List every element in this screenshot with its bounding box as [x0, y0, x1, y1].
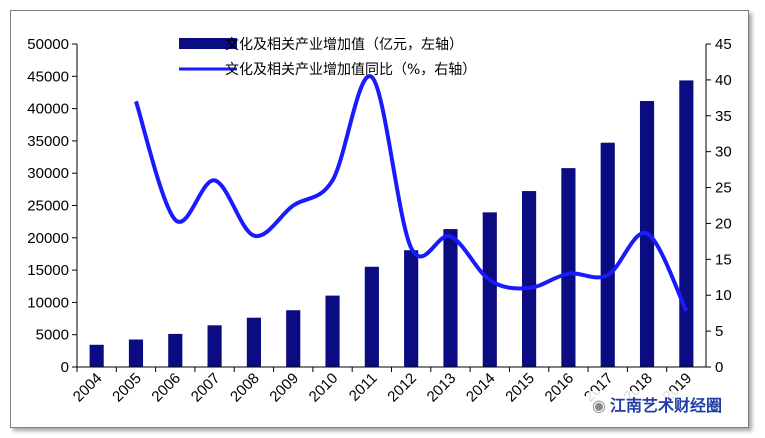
bar [286, 310, 301, 367]
x-tick-label: 2009 [266, 370, 302, 406]
x-tick-label: 2008 [227, 370, 263, 406]
bar [482, 212, 497, 367]
x-tick-label: 2005 [109, 370, 145, 406]
bar [522, 191, 537, 367]
left-tick-label: 10000 [27, 294, 69, 311]
left-tick-label: 40000 [27, 101, 69, 118]
watermark-text: 江南艺术财经圈 [609, 396, 722, 415]
chart-frame: 0 5000 10000 15000 20000 25000 30000 35000 40000… [10, 10, 749, 428]
x-tick-label: 2014 [463, 370, 499, 406]
legend-bar-label: 文化及相关产业增加值（亿元，左轴） [225, 37, 463, 53]
right-tick-label: 10 [715, 287, 732, 304]
bar [325, 295, 340, 367]
x-tick-label: 2013 [424, 370, 460, 406]
bar [561, 168, 576, 367]
left-tick-label: 20000 [27, 230, 69, 247]
left-tick-label: 15000 [27, 262, 69, 279]
x-tick-label: 2015 [502, 370, 538, 406]
legend: 文化及相关产业增加值（亿元，左轴） 文化及相关产业增加值同比（%，右轴） [179, 37, 476, 78]
wechat-icon: ◉ [592, 396, 606, 415]
bar [404, 250, 419, 367]
right-tick-label: 40 [715, 72, 732, 89]
bar [207, 325, 222, 367]
bar [443, 229, 458, 367]
left-tick-label: 25000 [27, 198, 69, 215]
x-tick-label: 2006 [148, 370, 184, 406]
left-tick-label: 35000 [27, 133, 69, 150]
left-tick-label: 0 [61, 359, 69, 376]
legend-bar-swatch [179, 38, 237, 49]
x-tick-label: 2004 [70, 370, 106, 406]
bar [679, 80, 694, 368]
x-tick-label: 2016 [542, 370, 578, 406]
right-tick-label: 5 [715, 323, 723, 340]
x-tick-label: 2010 [306, 370, 342, 406]
right-tick-label: 45 [715, 36, 732, 53]
bar [168, 333, 183, 367]
bar [89, 344, 104, 367]
right-tick-label: 15 [715, 251, 732, 268]
bar [246, 317, 261, 367]
line-series [134, 74, 689, 312]
bar-series [89, 80, 694, 368]
left-tick-label: 5000 [36, 327, 69, 344]
right-tick-label: 0 [715, 359, 723, 376]
left-tick-label: 50000 [27, 36, 69, 53]
left-tick-label: 30000 [27, 165, 69, 182]
x-tick-label: 2007 [188, 370, 224, 406]
right-tick-label: 20 [715, 215, 732, 232]
chart-svg: 0 5000 10000 15000 20000 25000 30000 35000 40000… [27, 36, 732, 406]
x-tick-label: 2011 [346, 370, 381, 405]
bar [128, 339, 144, 367]
bar [600, 142, 615, 367]
legend-line-label: 文化及相关产业增加值同比（%，右轴） [225, 62, 476, 78]
watermark: ◉ 江南艺术财经圈 [588, 391, 726, 417]
right-tick-label: 35 [715, 108, 732, 125]
x-tick-label: 2012 [384, 370, 420, 406]
bar [364, 266, 379, 367]
right-tick-label: 30 [715, 144, 732, 161]
right-tick-label: 25 [715, 180, 732, 197]
left-tick-label: 45000 [27, 68, 69, 85]
